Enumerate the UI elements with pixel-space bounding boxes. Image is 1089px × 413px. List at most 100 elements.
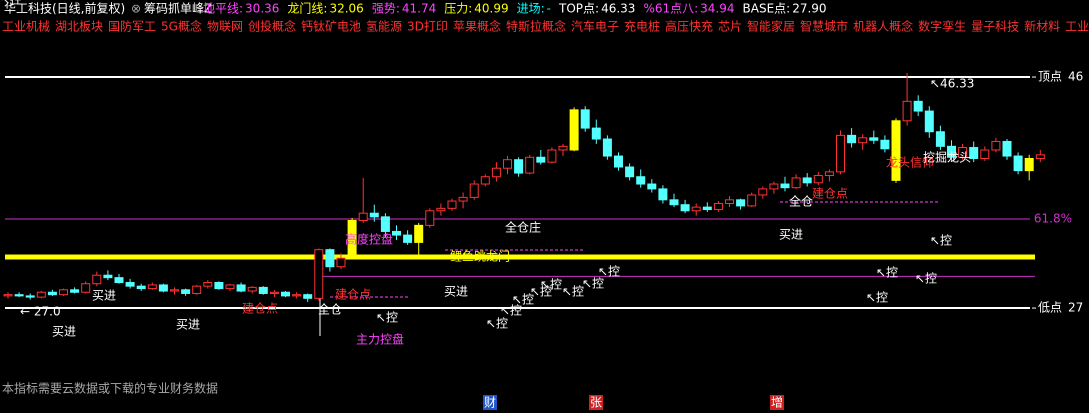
y-tick-label: 27 xyxy=(1068,301,1083,315)
annotation: ↖控 xyxy=(486,317,508,331)
candle-body xyxy=(602,138,612,157)
annotation: 全仓 xyxy=(789,194,813,209)
annotation: ↖控 xyxy=(866,291,888,305)
candle-body xyxy=(591,127,601,140)
candle-body xyxy=(414,224,424,243)
candle-body xyxy=(758,188,768,196)
header-value: 40.99 xyxy=(474,2,508,16)
tag-bg xyxy=(589,395,603,410)
candle-body xyxy=(258,286,268,294)
sector-tag: 智慧城市 xyxy=(800,19,848,34)
candle-body xyxy=(802,177,812,184)
header-label: %61点八: xyxy=(643,2,698,16)
header-value: - xyxy=(547,2,551,16)
sector-tag: 芯片 xyxy=(718,20,742,34)
candle-body xyxy=(514,159,524,174)
candle-body xyxy=(769,183,779,190)
candle-body xyxy=(458,196,468,202)
annotation: ↖控 xyxy=(598,265,620,279)
annotation: 买进 xyxy=(92,289,116,303)
sector-tag: 机器人概念 xyxy=(853,19,913,34)
header-label: TOP点: xyxy=(558,2,599,16)
indicator-name: 筹码抓单峰Z xyxy=(144,2,212,16)
header-value: 32.06 xyxy=(329,2,363,16)
annotation: 建仓点 xyxy=(812,187,848,201)
candle-body xyxy=(525,156,535,174)
sector-tag: 创投概念 xyxy=(248,19,296,34)
candle-body xyxy=(991,140,1001,151)
header-value: 27.90 xyxy=(792,2,826,16)
candle-body xyxy=(736,199,746,207)
tag-bg xyxy=(770,395,784,410)
candle-body xyxy=(436,207,446,212)
candle-body xyxy=(158,284,168,292)
annotation: ↖控 xyxy=(500,304,522,318)
header-label: BASE点: xyxy=(743,2,791,16)
annotation: 主力控盘 xyxy=(356,332,404,347)
candle-body xyxy=(403,234,413,243)
level-label: 61.8% xyxy=(1034,212,1072,226)
candle-body xyxy=(647,183,657,190)
y-tick-name: 顶点 xyxy=(1038,70,1062,84)
candle-body xyxy=(325,249,335,268)
candle-body xyxy=(747,194,757,207)
candle-body xyxy=(425,210,435,226)
candle-body xyxy=(214,282,224,290)
sector-tag: 新材料 xyxy=(1024,19,1060,34)
candle-body xyxy=(358,212,368,222)
candle-body xyxy=(136,285,146,290)
sector-tag: 智能家居 xyxy=(747,19,795,34)
candle-body xyxy=(369,212,379,218)
candle-body xyxy=(913,100,923,112)
candle-body xyxy=(503,159,512,169)
candle-body xyxy=(336,257,346,268)
candle-body xyxy=(203,282,213,287)
candle-body xyxy=(247,286,257,292)
footer-tag: 增 xyxy=(771,396,783,410)
candle-body xyxy=(192,285,202,294)
tag-bg xyxy=(483,395,497,410)
candle-body xyxy=(1002,140,1012,157)
candle-body xyxy=(780,183,790,189)
candle-body xyxy=(669,199,679,206)
candle-body xyxy=(181,289,191,294)
sector-tag: 汽车电子 xyxy=(571,19,619,34)
candle-body xyxy=(14,294,24,297)
header-value: 30.36 xyxy=(245,2,279,16)
candle-body xyxy=(658,188,668,201)
candle-body xyxy=(725,199,734,204)
footer-tag: 财 xyxy=(484,396,496,410)
sector-tag: 工业母机 xyxy=(1065,20,1089,34)
annotation: 买进 xyxy=(444,285,468,299)
header-value: 46.33 xyxy=(601,2,635,16)
candle-body xyxy=(580,109,590,129)
candle-body xyxy=(1013,155,1023,172)
annotation: ↖控 xyxy=(582,277,604,291)
annotation: 买进 xyxy=(176,318,200,332)
candle-body xyxy=(614,155,623,168)
candle-body xyxy=(92,274,102,285)
indicator-icon: ⊗ xyxy=(131,2,141,16)
candle-body xyxy=(491,167,501,178)
annotation: 买进 xyxy=(52,325,76,339)
header-value: 34.94 xyxy=(700,2,734,16)
header-label: 压力: xyxy=(444,2,472,16)
candle-body xyxy=(947,145,956,158)
candle-body xyxy=(469,183,479,198)
candle-body xyxy=(702,206,712,211)
candle-body xyxy=(791,177,801,189)
sector-tag: 工业机械 xyxy=(2,19,50,34)
candle-body xyxy=(1035,154,1045,159)
candle-body xyxy=(558,145,568,151)
candle-body xyxy=(380,216,390,232)
candle-body xyxy=(824,171,834,177)
sector-tag: 高压快充 xyxy=(665,19,713,34)
candle-body xyxy=(70,289,80,293)
candle-body xyxy=(125,282,135,287)
candle-body xyxy=(858,137,868,144)
candle-body xyxy=(625,166,635,178)
candle-body xyxy=(569,109,579,151)
annotation: ↖控 xyxy=(540,278,562,292)
candle-body xyxy=(1024,157,1034,172)
sector-tag: 氢能源 xyxy=(366,19,402,34)
